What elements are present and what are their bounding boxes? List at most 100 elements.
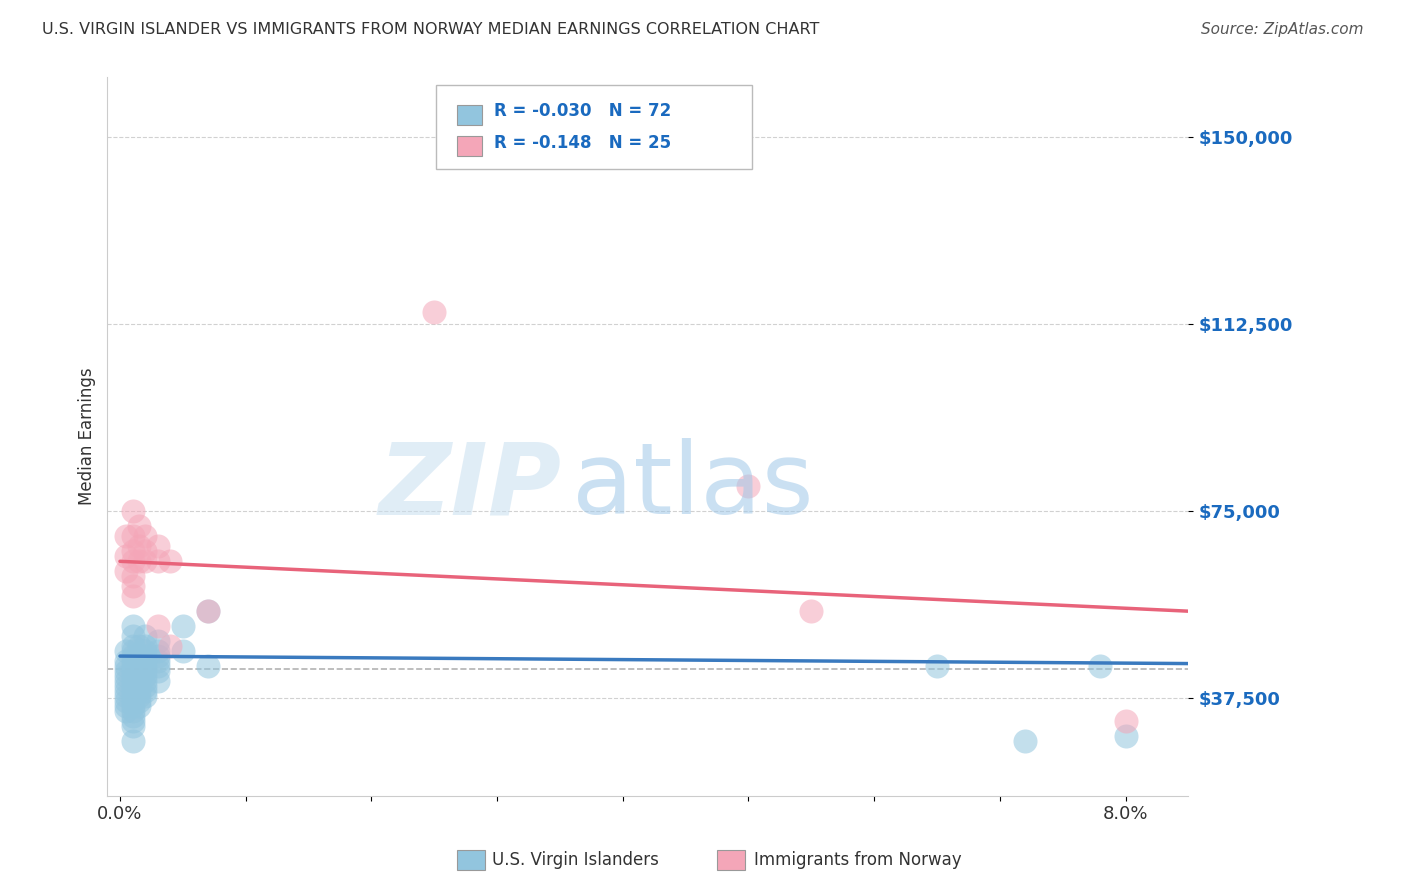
Point bbox=[146, 649, 169, 664]
Point bbox=[128, 639, 150, 653]
Point bbox=[121, 654, 143, 668]
Point bbox=[1115, 729, 1137, 743]
Point bbox=[121, 579, 143, 593]
Point bbox=[128, 684, 150, 698]
Point bbox=[121, 673, 143, 688]
Point bbox=[121, 639, 143, 653]
Point bbox=[128, 649, 150, 664]
Point bbox=[121, 679, 143, 693]
Point bbox=[925, 659, 948, 673]
Point bbox=[115, 654, 138, 668]
Point bbox=[134, 654, 156, 668]
Point bbox=[121, 659, 143, 673]
Point bbox=[128, 689, 150, 703]
Point bbox=[134, 529, 156, 543]
Point bbox=[172, 644, 194, 658]
Point bbox=[172, 619, 194, 633]
Point bbox=[134, 639, 156, 653]
Point bbox=[134, 664, 156, 678]
Point bbox=[115, 689, 138, 703]
Point bbox=[121, 629, 143, 643]
Point bbox=[146, 539, 169, 553]
Text: Source: ZipAtlas.com: Source: ZipAtlas.com bbox=[1201, 22, 1364, 37]
Text: ZIP: ZIP bbox=[378, 438, 561, 535]
Point bbox=[128, 654, 150, 668]
Point bbox=[121, 684, 143, 698]
Y-axis label: Median Earnings: Median Earnings bbox=[79, 368, 96, 506]
Point bbox=[115, 549, 138, 564]
Point bbox=[115, 644, 138, 658]
Point bbox=[146, 654, 169, 668]
Text: R = -0.148   N = 25: R = -0.148 N = 25 bbox=[494, 134, 671, 152]
Point bbox=[1014, 734, 1036, 748]
Point bbox=[128, 539, 150, 553]
Point bbox=[115, 684, 138, 698]
Point bbox=[121, 669, 143, 683]
Point bbox=[134, 629, 156, 643]
Point bbox=[134, 644, 156, 658]
Point bbox=[146, 664, 169, 678]
Point bbox=[128, 698, 150, 713]
Point bbox=[1115, 714, 1137, 728]
Point bbox=[115, 669, 138, 683]
Point bbox=[146, 659, 169, 673]
Point bbox=[121, 504, 143, 518]
Point bbox=[197, 604, 219, 618]
Point bbox=[146, 644, 169, 658]
Point bbox=[737, 479, 759, 493]
Point bbox=[423, 305, 446, 319]
Point bbox=[134, 554, 156, 568]
Point bbox=[121, 544, 143, 558]
Point bbox=[115, 698, 138, 713]
Point bbox=[121, 619, 143, 633]
Text: R = -0.030   N = 72: R = -0.030 N = 72 bbox=[494, 103, 671, 120]
Point bbox=[134, 659, 156, 673]
Point bbox=[134, 669, 156, 683]
Text: U.S. Virgin Islanders: U.S. Virgin Islanders bbox=[492, 851, 659, 869]
Point bbox=[128, 673, 150, 688]
Point bbox=[128, 659, 150, 673]
Point bbox=[128, 679, 150, 693]
Point bbox=[121, 719, 143, 733]
Point bbox=[134, 649, 156, 664]
Point bbox=[121, 569, 143, 583]
Point bbox=[115, 673, 138, 688]
Point bbox=[121, 694, 143, 708]
Point bbox=[134, 544, 156, 558]
Point bbox=[800, 604, 823, 618]
Point bbox=[128, 664, 150, 678]
Point bbox=[121, 709, 143, 723]
Point bbox=[115, 694, 138, 708]
Text: Immigrants from Norway: Immigrants from Norway bbox=[754, 851, 962, 869]
Point bbox=[121, 664, 143, 678]
Point bbox=[197, 659, 219, 673]
Point bbox=[115, 659, 138, 673]
Point bbox=[146, 554, 169, 568]
Point bbox=[128, 554, 150, 568]
Point bbox=[197, 604, 219, 618]
Point bbox=[146, 634, 169, 648]
Point bbox=[159, 554, 181, 568]
Point bbox=[115, 704, 138, 718]
Point bbox=[146, 619, 169, 633]
Point bbox=[115, 664, 138, 678]
Point bbox=[121, 554, 143, 568]
Point bbox=[134, 689, 156, 703]
Point bbox=[134, 673, 156, 688]
Point bbox=[115, 679, 138, 693]
Point bbox=[1090, 659, 1112, 673]
Point bbox=[121, 589, 143, 603]
Point bbox=[115, 529, 138, 543]
Point bbox=[115, 564, 138, 578]
Text: atlas: atlas bbox=[572, 438, 814, 535]
Point bbox=[134, 684, 156, 698]
Point bbox=[121, 698, 143, 713]
Point bbox=[146, 673, 169, 688]
Point bbox=[128, 519, 150, 533]
Point bbox=[134, 679, 156, 693]
Point bbox=[128, 694, 150, 708]
Point bbox=[121, 644, 143, 658]
Point bbox=[121, 649, 143, 664]
Point bbox=[121, 704, 143, 718]
Text: U.S. VIRGIN ISLANDER VS IMMIGRANTS FROM NORWAY MEDIAN EARNINGS CORRELATION CHART: U.S. VIRGIN ISLANDER VS IMMIGRANTS FROM … bbox=[42, 22, 820, 37]
